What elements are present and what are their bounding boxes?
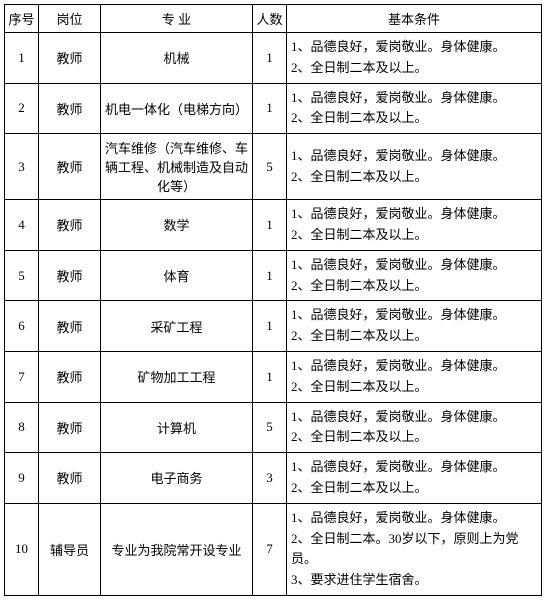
- condition-line: 1、品德良好，爱岗敬业。身体健康。: [291, 146, 537, 167]
- condition-line: 2、全日制二本及以上。: [291, 108, 537, 129]
- cell-seq: 4: [5, 200, 39, 251]
- header-position: 岗位: [39, 5, 101, 33]
- cell-seq: 9: [5, 453, 39, 504]
- condition-line: 2、全日制二本及以上。: [291, 377, 537, 398]
- condition-line: 2、全日制二本及以上。: [291, 167, 537, 188]
- cell-condition: 1、品德良好，爱岗敬业。身体健康。2、全日制二本及以上。: [287, 301, 542, 352]
- cell-position: 辅导员: [39, 503, 101, 595]
- table-row: 5教师体育11、品德良好，爱岗敬业。身体健康。2、全日制二本及以上。: [5, 250, 542, 301]
- header-seq: 序号: [5, 5, 39, 33]
- cell-major: 机械: [101, 33, 253, 84]
- header-major: 专 业: [101, 5, 253, 33]
- condition-line: 1、品德良好，爱岗敬业。身体健康。: [291, 305, 537, 326]
- cell-condition: 1、品德良好，爱岗敬业。身体健康。2、全日制二本及以上。: [287, 250, 542, 301]
- condition-line: 2、全日制二本及以上。: [291, 478, 537, 499]
- table-body: 1教师机械11、品德良好，爱岗敬业。身体健康。2、全日制二本及以上。2教师机电一…: [5, 33, 542, 596]
- cell-seq: 5: [5, 250, 39, 301]
- table-row: 3教师汽车维修（汽车维修、车辆工程、机械制造及自动化等）51、品德良好，爱岗敬业…: [5, 134, 542, 200]
- condition-line: 1、品德良好，爱岗敬业。身体健康。: [291, 457, 537, 478]
- cell-major: 计算机: [101, 402, 253, 453]
- condition-line: 1、品德良好，爱岗敬业。身体健康。: [291, 204, 537, 225]
- cell-position: 教师: [39, 250, 101, 301]
- cell-condition: 1、品德良好，爱岗敬业。身体健康。2、全日制二本及以上。: [287, 134, 542, 200]
- cell-condition: 1、品德良好，爱岗敬业。身体健康。2、全日制二本及以上。: [287, 33, 542, 84]
- cell-position: 教师: [39, 33, 101, 84]
- cell-position: 教师: [39, 200, 101, 251]
- cell-major: 采矿工程: [101, 301, 253, 352]
- condition-line: 2、全日制二本及以上。: [291, 276, 537, 297]
- cell-major: 矿物加工工程: [101, 351, 253, 402]
- cell-count: 3: [253, 453, 287, 504]
- cell-major: 汽车维修（汽车维修、车辆工程、机械制造及自动化等）: [101, 134, 253, 200]
- table-row: 9教师电子商务31、品德良好，爱岗敬业。身体健康。2、全日制二本及以上。: [5, 453, 542, 504]
- header-count: 人数: [253, 5, 287, 33]
- header-condition: 基本条件: [287, 5, 542, 33]
- condition-line: 3、要求进住学生宿舍。: [291, 570, 537, 591]
- cell-count: 1: [253, 83, 287, 134]
- header-row: 序号 岗位 专 业 人数 基本条件: [5, 5, 542, 33]
- cell-count: 1: [253, 250, 287, 301]
- cell-seq: 1: [5, 33, 39, 84]
- table-row: 6教师采矿工程11、品德良好，爱岗敬业。身体健康。2、全日制二本及以上。: [5, 301, 542, 352]
- condition-line: 2、全日制二本及以上。: [291, 326, 537, 347]
- cell-condition: 1、品德良好，爱岗敬业。身体健康。2、全日制二本及以上。: [287, 402, 542, 453]
- table-header: 序号 岗位 专 业 人数 基本条件: [5, 5, 542, 33]
- cell-condition: 1、品德良好，爱岗敬业。身体健康。2、全日制二本及以上。: [287, 351, 542, 402]
- cell-count: 5: [253, 402, 287, 453]
- cell-seq: 8: [5, 402, 39, 453]
- cell-major: 数学: [101, 200, 253, 251]
- cell-major: 电子商务: [101, 453, 253, 504]
- cell-condition: 1、品德良好，爱岗敬业。身体健康。2、全日制二本。30岁以下，原则上为党员。3、…: [287, 503, 542, 595]
- condition-line: 1、品德良好，爱岗敬业。身体健康。: [291, 356, 537, 377]
- recruitment-table: 序号 岗位 专 业 人数 基本条件 1教师机械11、品德良好，爱岗敬业。身体健康…: [4, 4, 542, 596]
- cell-seq: 2: [5, 83, 39, 134]
- cell-major: 机电一体化（电梯方向）: [101, 83, 253, 134]
- cell-position: 教师: [39, 351, 101, 402]
- cell-count: 7: [253, 503, 287, 595]
- condition-line: 1、品德良好，爱岗敬业。身体健康。: [291, 508, 537, 529]
- table-row: 8教师计算机51、品德良好，爱岗敬业。身体健康。2、全日制二本及以上。: [5, 402, 542, 453]
- table-row: 1教师机械11、品德良好，爱岗敬业。身体健康。2、全日制二本及以上。: [5, 33, 542, 84]
- condition-line: 2、全日制二本及以上。: [291, 58, 537, 79]
- condition-line: 1、品德良好，爱岗敬业。身体健康。: [291, 88, 537, 109]
- table-row: 2教师机电一体化（电梯方向）11、品德良好，爱岗敬业。身体健康。2、全日制二本及…: [5, 83, 542, 134]
- cell-condition: 1、品德良好，爱岗敬业。身体健康。2、全日制二本及以上。: [287, 200, 542, 251]
- table-row: 10辅导员专业为我院常开设专业71、品德良好，爱岗敬业。身体健康。2、全日制二本…: [5, 503, 542, 595]
- cell-seq: 6: [5, 301, 39, 352]
- condition-line: 1、品德良好，爱岗敬业。身体健康。: [291, 255, 537, 276]
- cell-position: 教师: [39, 83, 101, 134]
- cell-seq: 10: [5, 503, 39, 595]
- cell-count: 1: [253, 200, 287, 251]
- cell-condition: 1、品德良好，爱岗敬业。身体健康。2、全日制二本及以上。: [287, 83, 542, 134]
- condition-line: 2、全日制二本及以上。: [291, 427, 537, 448]
- condition-line: 2、全日制二本及以上。: [291, 225, 537, 246]
- cell-position: 教师: [39, 301, 101, 352]
- cell-count: 1: [253, 351, 287, 402]
- table-row: 4教师数学11、品德良好，爱岗敬业。身体健康。2、全日制二本及以上。: [5, 200, 542, 251]
- condition-line: 1、品德良好，爱岗敬业。身体健康。: [291, 37, 537, 58]
- cell-position: 教师: [39, 402, 101, 453]
- condition-line: 1、品德良好，爱岗敬业。身体健康。: [291, 407, 537, 428]
- condition-line: 2、全日制二本。30岁以下，原则上为党员。: [291, 529, 537, 571]
- table-row: 7教师矿物加工工程11、品德良好，爱岗敬业。身体健康。2、全日制二本及以上。: [5, 351, 542, 402]
- cell-major: 专业为我院常开设专业: [101, 503, 253, 595]
- cell-count: 1: [253, 301, 287, 352]
- cell-count: 5: [253, 134, 287, 200]
- cell-major: 体育: [101, 250, 253, 301]
- cell-seq: 7: [5, 351, 39, 402]
- cell-count: 1: [253, 33, 287, 84]
- cell-seq: 3: [5, 134, 39, 200]
- cell-position: 教师: [39, 453, 101, 504]
- cell-position: 教师: [39, 134, 101, 200]
- cell-condition: 1、品德良好，爱岗敬业。身体健康。2、全日制二本及以上。: [287, 453, 542, 504]
